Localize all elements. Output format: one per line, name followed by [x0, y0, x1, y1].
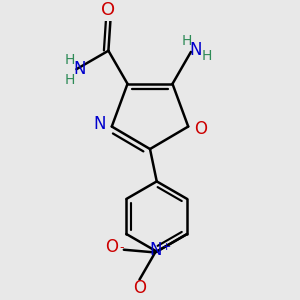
Text: H: H	[202, 50, 212, 63]
Text: H: H	[64, 74, 75, 87]
Text: O: O	[194, 120, 207, 138]
Text: O: O	[133, 279, 146, 297]
Text: O: O	[105, 238, 118, 256]
Text: N: N	[189, 40, 202, 58]
Text: H: H	[64, 53, 75, 67]
Text: -: -	[119, 241, 124, 254]
Text: O: O	[101, 1, 116, 19]
Text: N: N	[74, 60, 86, 78]
Text: N: N	[93, 115, 105, 133]
Text: +: +	[162, 242, 171, 252]
Text: N: N	[149, 241, 161, 259]
Text: H: H	[181, 34, 192, 48]
